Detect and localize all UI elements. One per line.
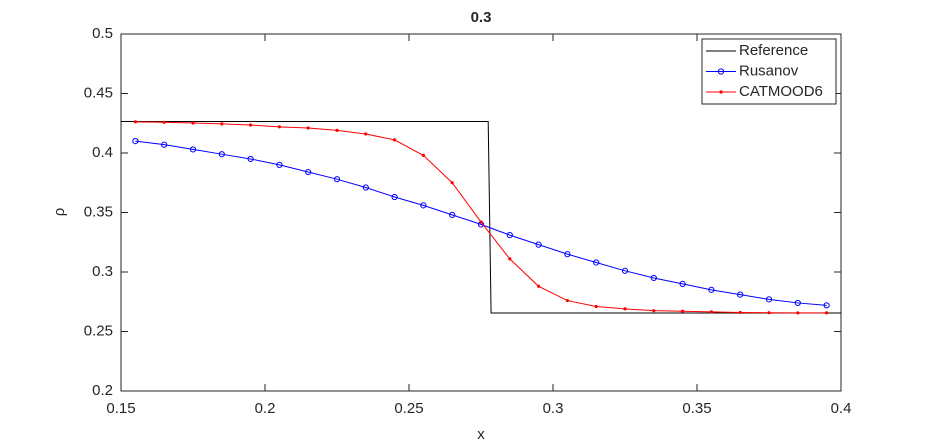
point-marker [593,259,600,266]
point-marker [537,284,541,288]
y-tick-label: 0.3 [92,263,113,280]
point-marker [391,193,398,201]
point-marker [133,120,137,124]
point-marker [679,280,686,287]
point-marker [393,138,397,142]
point-marker [737,291,744,298]
point-marker [220,122,224,126]
legend-label: Rusanov [739,62,799,79]
y-tick-label: 0.2 [92,382,113,399]
point-marker [708,286,715,293]
legend-label: CATMOOD6 [739,83,823,100]
point-marker [623,307,627,311]
point-marker [823,302,830,309]
point-marker [681,309,685,313]
x-tick-label: 0.25 [394,400,423,417]
point-marker [189,146,197,153]
point-marker [794,299,801,307]
point-marker [132,138,139,145]
x-axis-label: x [477,426,485,443]
x-tick-label: 0.4 [831,400,852,417]
point-marker [161,141,168,148]
point-marker [650,274,657,282]
point-marker [364,132,368,136]
point-marker [825,311,829,315]
chart-title: 0.3 [471,9,492,26]
legend: Reference Rusanov CATMOOD6 [701,38,837,105]
y-tick-label: 0.35 [84,203,113,220]
point-marker [449,211,456,218]
y-tick-label: 0.25 [84,322,113,339]
point-marker [479,220,483,224]
point-marker [276,161,283,168]
point-marker [249,123,253,127]
y-axis-label: ρ [51,208,68,217]
point-marker [565,298,570,303]
point-marker [277,125,281,129]
point-marker [535,241,542,248]
point-marker [508,257,512,261]
point-marker [420,202,427,209]
point-marker [719,90,723,94]
point-marker [506,232,513,239]
point-marker [421,153,425,157]
legend-label: Reference [739,42,808,59]
point-marker [191,121,195,125]
point-marker [305,168,312,176]
x-tick-label: 0.15 [106,400,135,417]
point-marker [335,128,339,132]
point-marker [362,184,369,191]
x-tick-label: 0.35 [682,400,711,417]
point-marker [247,155,254,163]
point-marker [594,304,598,309]
y-tick-label: 0.5 [92,25,113,42]
point-marker [162,120,166,124]
point-marker [333,176,341,183]
y-tick-label: 0.45 [84,84,113,101]
point-marker [306,126,310,130]
y-tick-label: 0.4 [92,144,113,161]
axes-box [120,33,842,392]
point-marker [218,151,225,158]
point-marker [621,267,629,274]
point-marker [652,309,656,313]
point-marker [450,181,454,185]
x-tick-label: 0.2 [255,400,276,417]
point-marker [765,296,773,303]
series-line [135,140,827,306]
point-marker [796,311,800,315]
x-tick-label: 0.3 [543,400,564,417]
point-marker [717,68,725,75]
point-marker [767,311,771,315]
point-marker [564,251,571,258]
point-marker [738,310,742,315]
series-line [121,120,841,314]
point-marker [709,310,714,314]
